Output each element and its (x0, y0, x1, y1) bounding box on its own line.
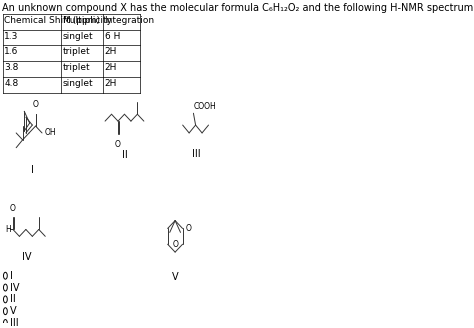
Text: singlet: singlet (63, 31, 93, 41)
Text: I: I (9, 271, 13, 281)
Text: An unknown compound X has the molecular formula C₆H₁₂O₂ and the following H-NMR : An unknown compound X has the molecular … (1, 3, 474, 13)
Text: O: O (115, 140, 121, 149)
Text: III: III (9, 318, 18, 328)
Text: Multiplicity: Multiplicity (63, 16, 112, 25)
Text: 2H: 2H (105, 63, 117, 72)
Text: O: O (172, 240, 178, 249)
Text: 2H: 2H (105, 47, 117, 56)
Text: Integration: Integration (105, 16, 155, 25)
Text: II: II (9, 294, 16, 304)
Text: OH: OH (45, 129, 56, 137)
Text: 2H: 2H (105, 79, 117, 88)
Text: V: V (172, 272, 178, 282)
Text: O: O (185, 224, 191, 233)
Text: 6 H: 6 H (105, 31, 120, 41)
Text: triplet: triplet (63, 63, 90, 72)
Text: IV: IV (9, 282, 19, 293)
Text: Chemical Shift (ppm): Chemical Shift (ppm) (4, 16, 100, 25)
Text: O: O (10, 204, 16, 213)
Text: 1.6: 1.6 (4, 47, 18, 56)
Text: I: I (31, 165, 34, 175)
Text: triplet: triplet (63, 47, 90, 56)
Text: H: H (5, 225, 11, 234)
Text: 3.8: 3.8 (4, 63, 18, 72)
Text: COOH: COOH (193, 102, 216, 111)
Text: singlet: singlet (63, 79, 93, 88)
Text: III: III (192, 149, 201, 159)
Text: 4.8: 4.8 (4, 79, 18, 88)
Text: O: O (33, 100, 38, 109)
Text: II: II (122, 150, 128, 160)
Text: V: V (9, 306, 16, 316)
Text: IV: IV (22, 252, 32, 262)
Text: 1.3: 1.3 (4, 31, 18, 41)
